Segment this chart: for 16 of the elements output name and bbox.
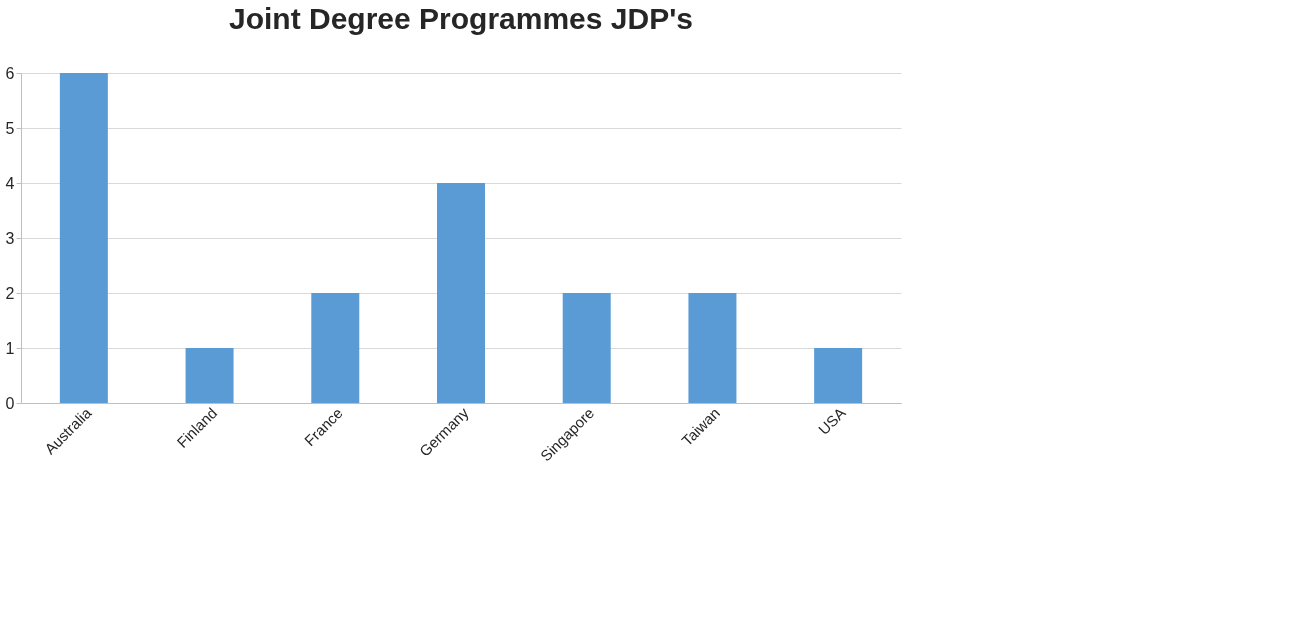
y-tick-label: 3 bbox=[5, 229, 15, 247]
bar bbox=[814, 348, 863, 403]
bar bbox=[311, 293, 360, 403]
bar bbox=[688, 293, 737, 403]
bar bbox=[59, 73, 108, 403]
y-tick-label: 6 bbox=[5, 64, 15, 82]
bar bbox=[185, 348, 234, 403]
y-tick-label: 5 bbox=[5, 119, 15, 137]
y-tick-label: 1 bbox=[5, 339, 15, 357]
y-tick-label: 4 bbox=[5, 174, 15, 192]
y-tick-label: 2 bbox=[5, 284, 15, 302]
y-tick-label: 0 bbox=[5, 394, 15, 412]
x-tick-label: USA bbox=[814, 404, 849, 438]
chart-title: Joint Degree Programmes JDP's bbox=[229, 2, 693, 35]
bar bbox=[562, 293, 611, 403]
bar bbox=[437, 183, 485, 403]
